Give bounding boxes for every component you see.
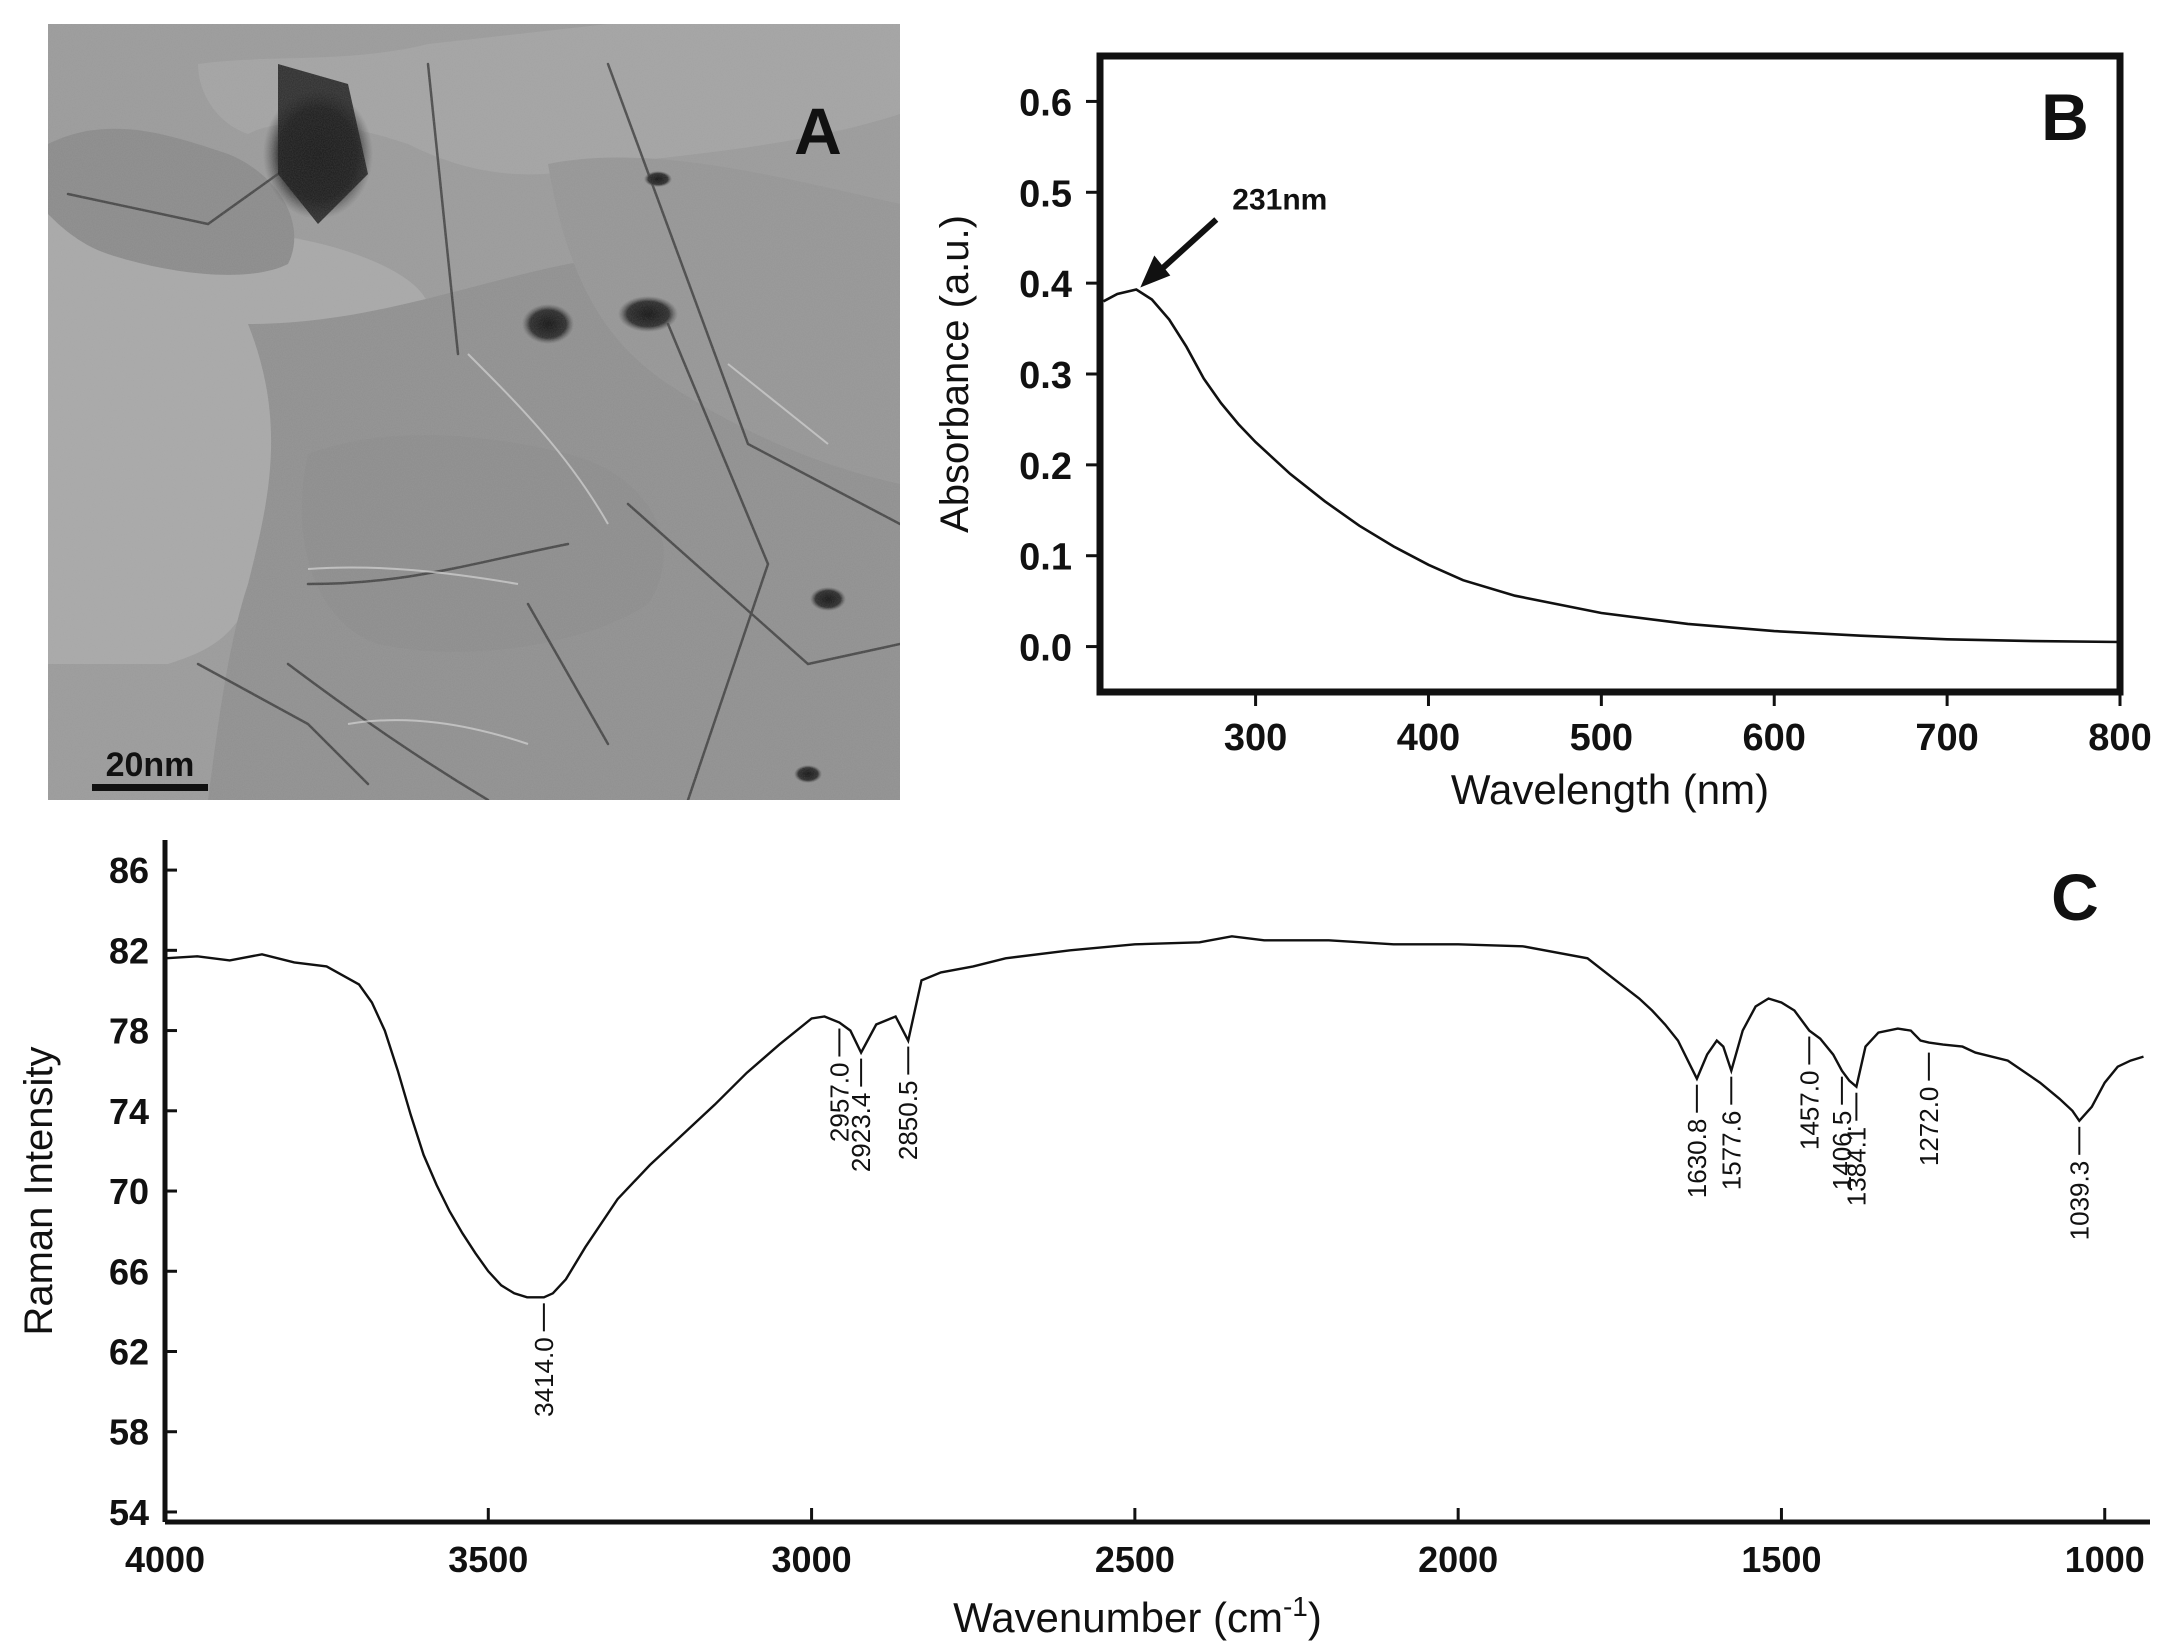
x-tick-label: 500 [1570, 717, 1633, 759]
y-tick-label: 0.4 [1019, 264, 1072, 306]
peak-label: 1039.3 [2064, 1161, 2094, 1241]
tick-labels: 4000 3500 3000 2500 2000 1500 1000 54 58 62 66 70 74… [109, 850, 2145, 1580]
y-tick-label: 70 [109, 1171, 149, 1212]
y-tick-label: 66 [109, 1251, 149, 1292]
peak-label: 1457.0 [1794, 1071, 1824, 1151]
peak-label: 2850.5 [893, 1081, 923, 1161]
x-tick-label: 2500 [1095, 1539, 1175, 1580]
y-tick-label: 0.6 [1019, 82, 1072, 124]
peak-label: 1630.8 [1682, 1119, 1712, 1199]
y-tick-label: 62 [109, 1332, 149, 1373]
y-tick-label: 0.1 [1019, 537, 1072, 579]
x-tick-label: 400 [1397, 717, 1460, 759]
x-axis-label: Wavenumber (cm-1) [953, 1591, 1322, 1641]
y-tick-label: 0.3 [1019, 355, 1072, 397]
y-tick-label: 58 [109, 1412, 149, 1453]
y-tick-label: 86 [109, 850, 149, 891]
peak-annotation: 231nm [1140, 184, 1327, 288]
x-axis-label-main: Wavenumber (cm [953, 1594, 1283, 1641]
x-axis-label-end: ) [1308, 1594, 1322, 1641]
panel-letter-b: B [2041, 80, 2089, 154]
y-axis-label: Raman Intensity [17, 1046, 61, 1335]
scale-bar [92, 784, 208, 791]
y-tick-label: 74 [109, 1091, 149, 1132]
y-tick-label: 0.2 [1019, 446, 1072, 488]
tem-image: A 20nm [48, 24, 902, 802]
x-tick-label: 1000 [2065, 1539, 2145, 1580]
peak-label: 2923.4 [846, 1093, 876, 1173]
x-tick-label: 1500 [1741, 1539, 1821, 1580]
micrograph-panel: A 20nm [48, 24, 902, 802]
peak-label: 2957.0 [824, 1063, 854, 1143]
raman-chart-panel: 4000 3500 3000 2500 2000 1500 1000 54 58 62 66 70 74… [0, 820, 2168, 1646]
raman-chart: 4000 3500 3000 2500 2000 1500 1000 54 58 62 66 70 74… [17, 840, 2150, 1641]
y-tick-label: 0.0 [1019, 628, 1072, 670]
x-axis-label-sup: -1 [1283, 1591, 1308, 1622]
y-tick-label: 54 [109, 1492, 149, 1533]
annotation-label: 231nm [1232, 184, 1327, 217]
x-tick-label: 4000 [125, 1539, 205, 1580]
panel-letter-a: A [794, 94, 842, 168]
peak-label: 3414.0 [529, 1337, 559, 1417]
peak-label: 1384.1 [1841, 1127, 1871, 1207]
chart-axes [1086, 52, 2124, 706]
x-tick-label: 3500 [448, 1539, 528, 1580]
panel-letter-c: C [2051, 860, 2099, 934]
y-tick-label: 82 [109, 930, 149, 971]
absorbance-chart: 300 400 500 600 700 8000.00.10.20.30.40.50.6 … [933, 52, 2152, 813]
tick-labels: 300 400 500 600 700 800 0.0 0.1 0.2 0.3 0.4 0.5 0.6 [1019, 82, 2152, 759]
absorbance-series-line [1102, 288, 2121, 644]
x-tick-label: 700 [1915, 717, 1978, 759]
chart-axes [162, 840, 2150, 1525]
x-tick-label: 300 [1224, 717, 1287, 759]
x-tick-label: 800 [2088, 717, 2151, 759]
peak-label: 1272.0 [1914, 1087, 1944, 1167]
annotation-arrowhead [1140, 255, 1171, 288]
x-tick-label: 600 [1743, 717, 1806, 759]
peak-label: 1577.6 [1716, 1111, 1746, 1191]
peak-label: 1406.5 [1827, 1111, 1857, 1191]
x-tick-label: 3000 [772, 1539, 852, 1580]
x-axis-label: Wavelength (nm) [1451, 766, 1769, 813]
raman-series-line [164, 935, 2144, 1299]
plot-frame [1096, 52, 2124, 696]
absorbance-chart-panel: 300 400 500 600 700 800 0.0 0.1 0.2 0.3 0.4 0.5 0.6 … [930, 30, 2160, 820]
scale-bar-label: 20nm [106, 746, 195, 784]
y-tick-label: 78 [109, 1011, 149, 1052]
x-tick-label: 2000 [1418, 1539, 1498, 1580]
y-axis-label: Absorbance (a.u.) [933, 215, 977, 533]
y-tick-label: 0.5 [1019, 173, 1072, 215]
